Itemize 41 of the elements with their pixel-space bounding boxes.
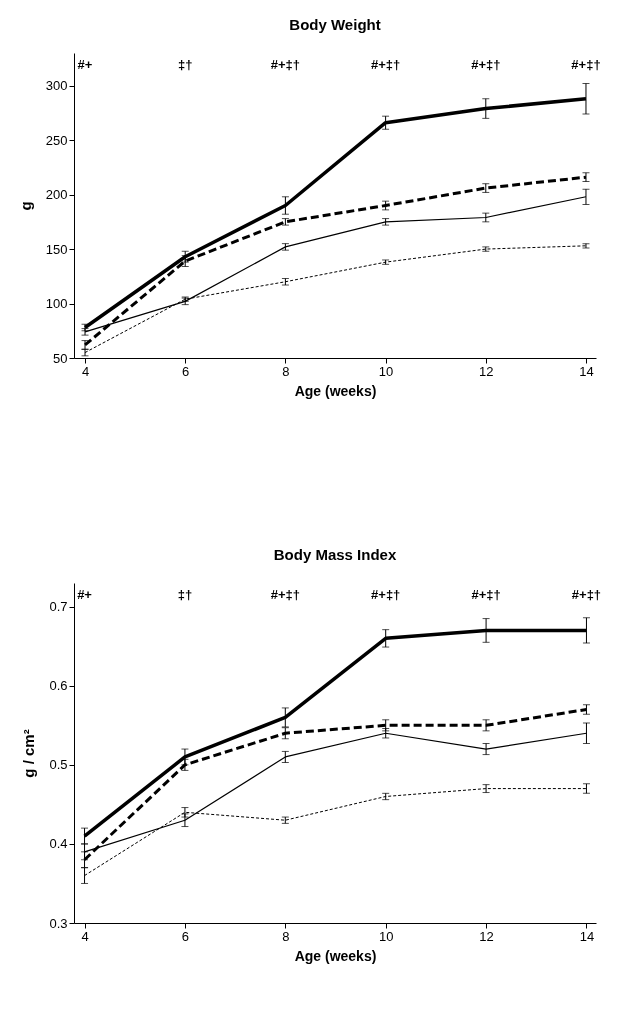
annotation: #+‡† [571, 587, 602, 602]
x-tick-label: 4 [81, 928, 89, 944]
x-tick-label: 12 [479, 928, 494, 944]
annotation: #+‡† [571, 57, 601, 72]
annotation: #+‡† [471, 587, 501, 602]
x-tick-label: 14 [579, 928, 595, 944]
y-tick-label: 50 [53, 350, 68, 366]
annotation: #+‡† [270, 587, 300, 602]
x-tick-label: 10 [378, 928, 394, 944]
y-tick-label: 300 [45, 78, 68, 94]
x-tick-label: 8 [282, 928, 290, 944]
chart-title: Body Weight [289, 16, 381, 33]
x-tick-label: 4 [81, 363, 90, 379]
annotation: #+‡† [371, 587, 401, 602]
y-tick-label: 100 [45, 296, 68, 312]
annotation: #+ [77, 587, 93, 602]
x-tick-label: 6 [182, 363, 190, 379]
x-tick-label: 12 [479, 363, 494, 379]
y-tick-label: 0.3 [49, 915, 68, 931]
annotation: #+‡† [370, 57, 401, 72]
y-tick-label: 0.5 [49, 757, 68, 773]
y-tick-label: 0.7 [49, 599, 68, 615]
x-tick-label: 8 [282, 363, 290, 379]
y-tick-label: 0.6 [49, 678, 68, 694]
chart-title: Body Mass Index [273, 546, 397, 563]
annotation: #+‡† [471, 57, 501, 72]
x-axis-title: Age (weeks) [294, 947, 377, 964]
y-tick-label: 250 [45, 132, 68, 148]
x-tick-label: 10 [378, 363, 394, 379]
annotation: ‡† [177, 587, 193, 602]
x-tick-label: 6 [181, 928, 190, 944]
y-tick-label: 150 [45, 241, 68, 257]
y-axis-title: g [16, 201, 34, 211]
y-tick-label: 200 [45, 187, 68, 203]
y-axis-title: g / cm² [20, 729, 38, 778]
annotation: ‡† [177, 57, 193, 72]
annotation: #+ [77, 57, 93, 72]
x-tick-label: 14 [579, 363, 594, 379]
annotation: #+‡† [270, 57, 301, 72]
x-axis-title: Age (weeks) [294, 382, 377, 399]
y-tick-label: 0.4 [49, 836, 68, 852]
